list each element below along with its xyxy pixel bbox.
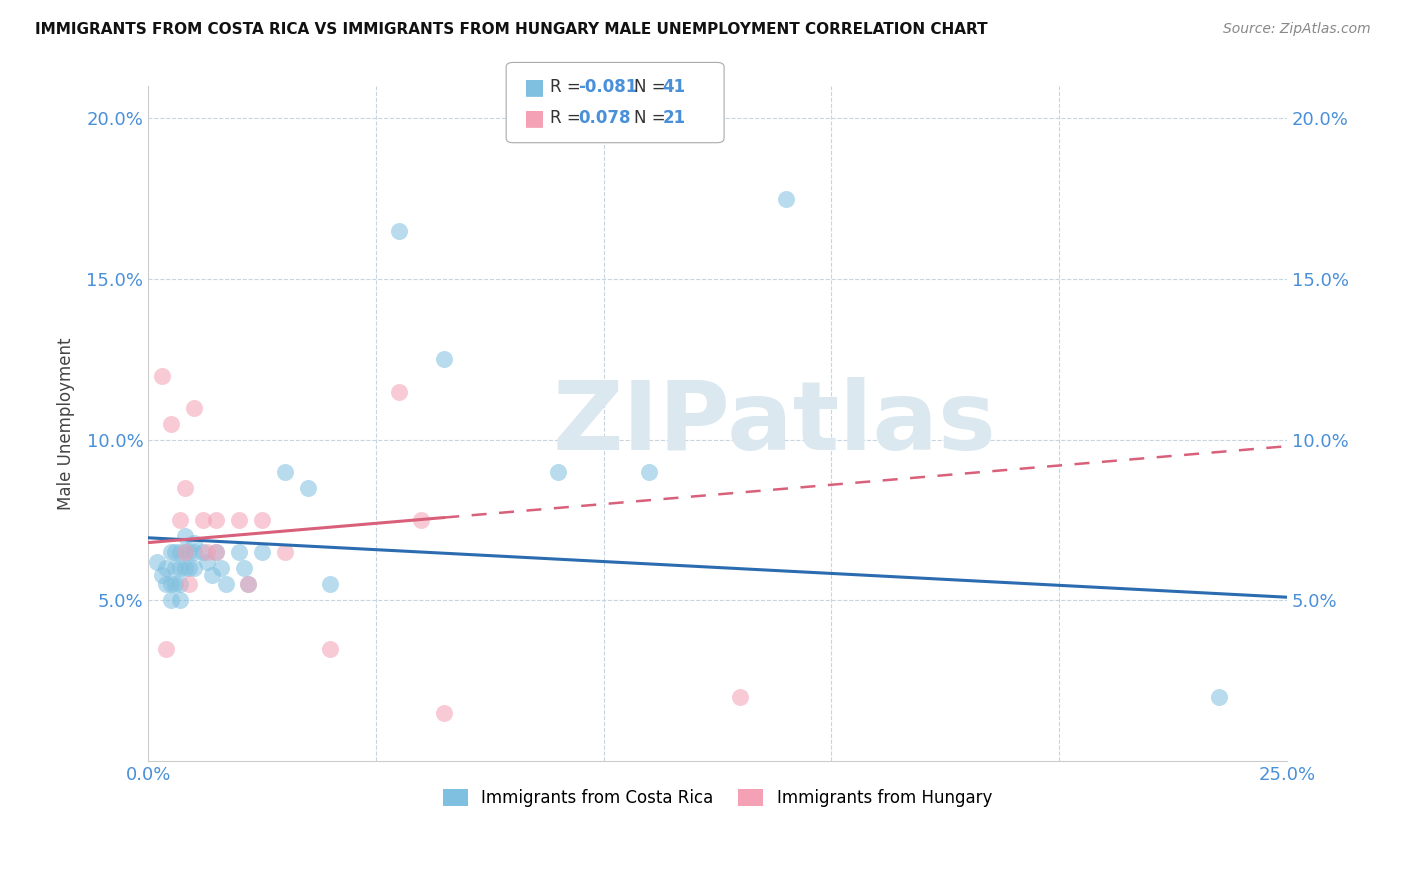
Point [205, 513, 228, 527]
Point [238, 577, 260, 591]
Point [730, 690, 752, 704]
Point [150, 368, 173, 383]
Point [146, 555, 169, 569]
Text: R =: R = [550, 78, 586, 95]
Point [155, 561, 177, 575]
Point [433, 706, 456, 720]
Text: -0.081: -0.081 [578, 78, 637, 95]
Point [160, 545, 183, 559]
Point [183, 401, 205, 415]
Point [274, 545, 297, 559]
Text: N =: N = [634, 78, 671, 95]
Point [319, 577, 342, 591]
Point [214, 577, 236, 591]
Text: 41: 41 [662, 78, 685, 95]
Legend: Immigrants from Costa Rica, Immigrants from Hungary: Immigrants from Costa Rica, Immigrants f… [436, 782, 998, 814]
Point [250, 545, 273, 559]
Point [183, 535, 205, 549]
Point [165, 577, 187, 591]
Point [150, 567, 173, 582]
Point [205, 545, 228, 559]
Point [228, 545, 250, 559]
Point [160, 577, 183, 591]
Point [195, 545, 218, 559]
Point [205, 545, 228, 559]
Point [775, 192, 797, 206]
Point [638, 465, 661, 479]
Text: ■: ■ [524, 108, 546, 128]
Point [155, 641, 177, 656]
Point [250, 513, 273, 527]
Point [169, 545, 191, 559]
Point [155, 577, 177, 591]
Text: 0.078: 0.078 [578, 110, 630, 128]
Text: R =: R = [550, 110, 591, 128]
Point [173, 529, 195, 543]
Text: Source: ZipAtlas.com: Source: ZipAtlas.com [1223, 22, 1371, 37]
Text: IMMIGRANTS FROM COSTA RICA VS IMMIGRANTS FROM HUNGARY MALE UNEMPLOYMENT CORRELAT: IMMIGRANTS FROM COSTA RICA VS IMMIGRANTS… [35, 22, 988, 37]
Point [191, 513, 214, 527]
Point [411, 513, 433, 527]
Point [191, 545, 214, 559]
Text: ZIPatlas: ZIPatlas [553, 377, 997, 470]
Y-axis label: Male Unemployment: Male Unemployment [58, 337, 75, 510]
Text: 21: 21 [662, 110, 685, 128]
Point [173, 561, 195, 575]
Point [201, 567, 224, 582]
Point [160, 417, 183, 431]
Point [1208, 690, 1230, 704]
Point [173, 545, 195, 559]
Point [169, 593, 191, 607]
Point [169, 513, 191, 527]
Point [173, 545, 195, 559]
Point [433, 352, 456, 367]
Text: N =: N = [634, 110, 671, 128]
Point [547, 465, 569, 479]
Point [160, 593, 183, 607]
Point [169, 577, 191, 591]
Point [388, 384, 411, 399]
Point [183, 545, 205, 559]
Point [183, 561, 205, 575]
Point [179, 545, 201, 559]
Point [173, 481, 195, 495]
Point [179, 561, 201, 575]
Point [179, 577, 201, 591]
Point [319, 641, 342, 656]
Text: ■: ■ [524, 77, 546, 97]
Point [228, 513, 250, 527]
Point [165, 561, 187, 575]
Point [209, 561, 232, 575]
Point [238, 577, 260, 591]
Point [169, 561, 191, 575]
Point [165, 545, 187, 559]
Point [297, 481, 319, 495]
Point [388, 224, 411, 238]
Point [232, 561, 254, 575]
Point [274, 465, 297, 479]
Point [195, 555, 218, 569]
